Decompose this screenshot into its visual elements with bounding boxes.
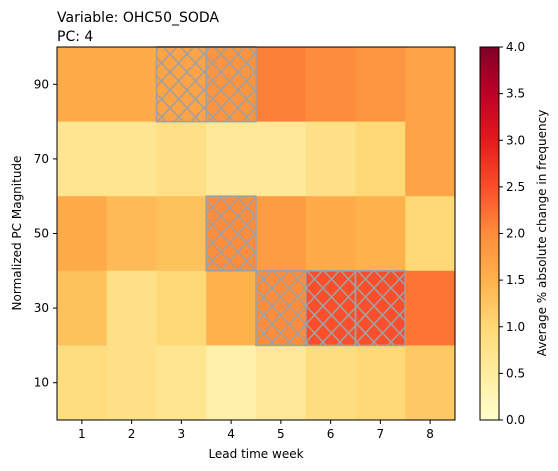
chart-subtitle: PC: 4 — [57, 29, 93, 45]
colorbar-tick-label: 2.0 — [506, 227, 525, 241]
heatmap-cell — [106, 47, 157, 123]
y-tick-label: 70 — [34, 152, 49, 166]
y-tick-label: 50 — [34, 227, 49, 241]
heatmap-cell — [57, 270, 108, 346]
heatmap-cell — [156, 121, 207, 197]
heatmap-cell — [305, 47, 356, 123]
colorbar-ticks: 0.0 0.5 1.0 1.5 2.0 2.5 3.0 3.5 4.0 — [499, 40, 525, 427]
heatmap-cell — [106, 270, 157, 346]
heatmap-cell — [305, 345, 356, 421]
heatmap-cell — [256, 196, 307, 272]
heatmap-cell — [57, 345, 108, 421]
heatmap-cell — [206, 121, 257, 197]
heatmap-cell — [405, 47, 456, 123]
heatmap-cell — [206, 345, 257, 421]
x-tick-label: 7 — [377, 427, 385, 441]
x-axis-ticks: 1 2 3 4 5 6 7 8 — [78, 420, 434, 441]
heatmap-cell — [405, 121, 456, 197]
hatched-cell — [205, 195, 257, 272]
x-tick-label: 8 — [426, 427, 434, 441]
y-axis-ticks: 10 30 50 70 90 — [34, 77, 57, 390]
x-tick-label: 4 — [227, 427, 235, 441]
colorbar-tick-label: 1.0 — [506, 320, 525, 334]
colorbar-tick-label: 3.5 — [506, 87, 525, 101]
heatmap-cell — [256, 121, 307, 197]
heatmap-cell — [405, 345, 456, 421]
heatmap-cells — [57, 47, 456, 421]
heatmap-cell — [405, 270, 456, 346]
colorbar-label: Average % absolute change in frequency — [535, 110, 549, 357]
colorbar-tick-label: 4.0 — [506, 40, 525, 54]
heatmap-cell — [57, 121, 108, 197]
hatched-cell — [205, 46, 257, 123]
heatmap-cell — [355, 345, 406, 421]
heatmap-cell — [355, 196, 406, 272]
y-tick-label: 30 — [34, 301, 49, 315]
y-axis-label: Normalized PC Magnitude — [10, 156, 24, 311]
heatmap-cell — [305, 121, 356, 197]
hatch-overlays — [155, 46, 407, 347]
colorbar-tick-label: 1.5 — [506, 273, 525, 287]
hatched-cell — [155, 46, 208, 123]
heatmap-cell — [106, 196, 157, 272]
colorbar-tick-label: 3.0 — [506, 133, 525, 147]
heatmap-cell — [106, 345, 157, 421]
heatmap-cell — [57, 196, 108, 272]
colorbar — [479, 46, 500, 421]
hatched-cell — [304, 269, 357, 347]
colorbar-tick-label: 2.5 — [506, 180, 525, 194]
heatmap-cell — [156, 345, 207, 421]
heatmap-cell — [206, 270, 257, 346]
x-axis-label: Lead time week — [208, 447, 303, 461]
x-tick-label: 5 — [277, 427, 285, 441]
heatmap-cell — [256, 47, 307, 123]
hatched-cell — [255, 269, 307, 347]
chart-title: Variable: OHC50_SODA — [57, 10, 219, 26]
heatmap-cell — [57, 47, 108, 123]
heatmap-cell — [305, 196, 356, 272]
heatmap-cell — [256, 345, 307, 421]
heatmap-cell — [156, 270, 207, 346]
x-tick-label: 1 — [78, 427, 86, 441]
x-tick-label: 2 — [128, 427, 136, 441]
heatmap-cell — [355, 121, 406, 197]
y-tick-label: 90 — [34, 77, 49, 91]
heatmap-cell — [405, 196, 456, 272]
x-tick-label: 6 — [327, 427, 335, 441]
colorbar-tick-label: 0.0 — [506, 413, 525, 427]
heatmap-cell — [156, 196, 207, 272]
x-tick-label: 3 — [178, 427, 186, 441]
heatmap-cell — [355, 47, 406, 123]
y-tick-label: 10 — [34, 376, 49, 390]
heatmap-cell — [106, 121, 157, 197]
hatched-cell — [354, 269, 407, 347]
colorbar-tick-label: 0.5 — [506, 366, 525, 380]
